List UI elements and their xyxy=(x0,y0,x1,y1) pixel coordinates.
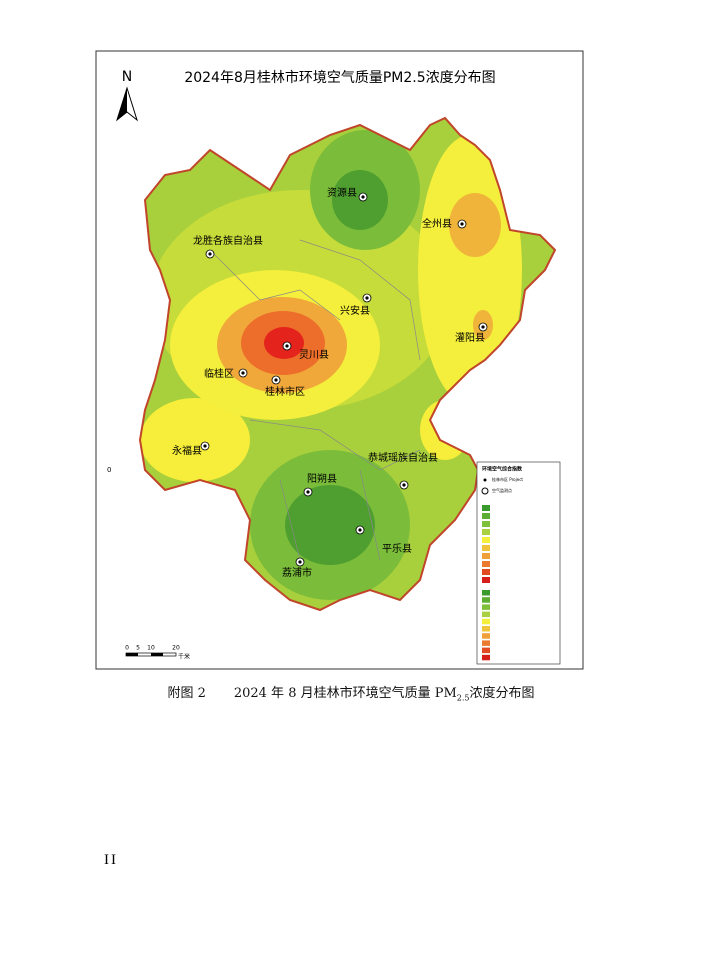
site-marker xyxy=(203,444,207,448)
site-marker xyxy=(402,483,406,487)
caption-tail: 浓度分布图 xyxy=(469,686,535,701)
caption-sub: 2.5 xyxy=(456,693,470,703)
scale-tick: 5 xyxy=(136,645,140,652)
legend-swatch xyxy=(482,569,490,575)
city-boundary xyxy=(138,116,557,612)
place-label: 灵川县 xyxy=(299,349,329,361)
north-arrow xyxy=(117,88,127,120)
site-marker xyxy=(274,378,278,382)
legend-title: 环境空气综合指数 xyxy=(482,466,523,473)
site-marker xyxy=(306,490,310,494)
legend-swatch xyxy=(482,647,490,654)
legend: 环境空气综合指数 桂林市区 Project 空气监测点 xyxy=(476,461,561,665)
place-label: 荔浦市 xyxy=(282,566,312,579)
place-label: 永福县 xyxy=(172,444,202,457)
legend-swatch xyxy=(482,529,490,535)
site-marker xyxy=(241,371,245,375)
scale-tick: 0 xyxy=(125,645,129,652)
place-label: 兴安县 xyxy=(340,304,370,317)
site-marker xyxy=(285,344,289,348)
legend-site: 空气监测点 xyxy=(492,487,512,493)
site-marker xyxy=(460,222,464,226)
site-marker xyxy=(361,195,365,199)
legend-swatch xyxy=(482,513,490,519)
north-label: N xyxy=(122,69,132,85)
legend-swatch xyxy=(482,633,490,639)
legend-swatch xyxy=(482,537,490,543)
map-title: 2024年8月桂林市环境空气质量PM2.5浓度分布图 xyxy=(184,69,495,86)
place-label: 临桂区 xyxy=(204,367,234,380)
site-marker xyxy=(358,528,362,532)
legend-symbol: 桂林市区 Project xyxy=(492,476,523,482)
legend-swatch xyxy=(482,590,490,596)
scale-tick: 20 xyxy=(172,645,180,652)
place-label: 平乐县 xyxy=(382,543,412,555)
map-figure: 2024年8月桂林市环境空气质量PM2.5浓度分布图 N 0 资源县全州县龙胜各… xyxy=(95,50,584,670)
legend-swatch xyxy=(482,553,490,559)
legend-swatch xyxy=(482,611,490,618)
site-marker xyxy=(481,325,485,329)
legend-swatch xyxy=(482,654,490,661)
caption-text: 2024 年 8 月桂林市环境空气质量 PM xyxy=(233,686,457,701)
legend-swatch xyxy=(482,604,490,610)
site-marker xyxy=(208,252,212,256)
legend-swatch xyxy=(482,577,490,583)
legend-swatch xyxy=(482,618,490,625)
site-marker xyxy=(365,296,369,300)
legend-swatch xyxy=(482,561,490,567)
place-label: 龙胜各族自治县 xyxy=(193,234,263,247)
place-label: 全州县 xyxy=(422,217,452,230)
legend-swatch xyxy=(482,545,490,551)
place-label: 资源县 xyxy=(327,186,357,199)
place-label: 灌阳县 xyxy=(455,332,485,344)
caption-label: 附图 2 xyxy=(167,686,206,701)
legend-swatch xyxy=(482,505,490,511)
legend-swatch xyxy=(482,640,490,646)
scale-unit: 千米 xyxy=(178,653,190,661)
place-label: 桂林市区 xyxy=(265,385,305,398)
caption: 附图 2 2024 年 8 月桂林市环境空气质量 PM2.5浓度分布图 xyxy=(0,682,702,703)
place-label: 恭城瑶族自治县 xyxy=(368,451,438,464)
scale-tick: 10 xyxy=(147,645,155,652)
site-marker xyxy=(298,560,302,564)
legend-swatch xyxy=(482,626,490,632)
place-label: 阳朔县 xyxy=(307,472,337,485)
legend-swatch xyxy=(482,521,490,527)
legend-swatch xyxy=(482,597,490,603)
page-number: II xyxy=(104,852,118,868)
edge-label: 0 xyxy=(107,466,111,474)
